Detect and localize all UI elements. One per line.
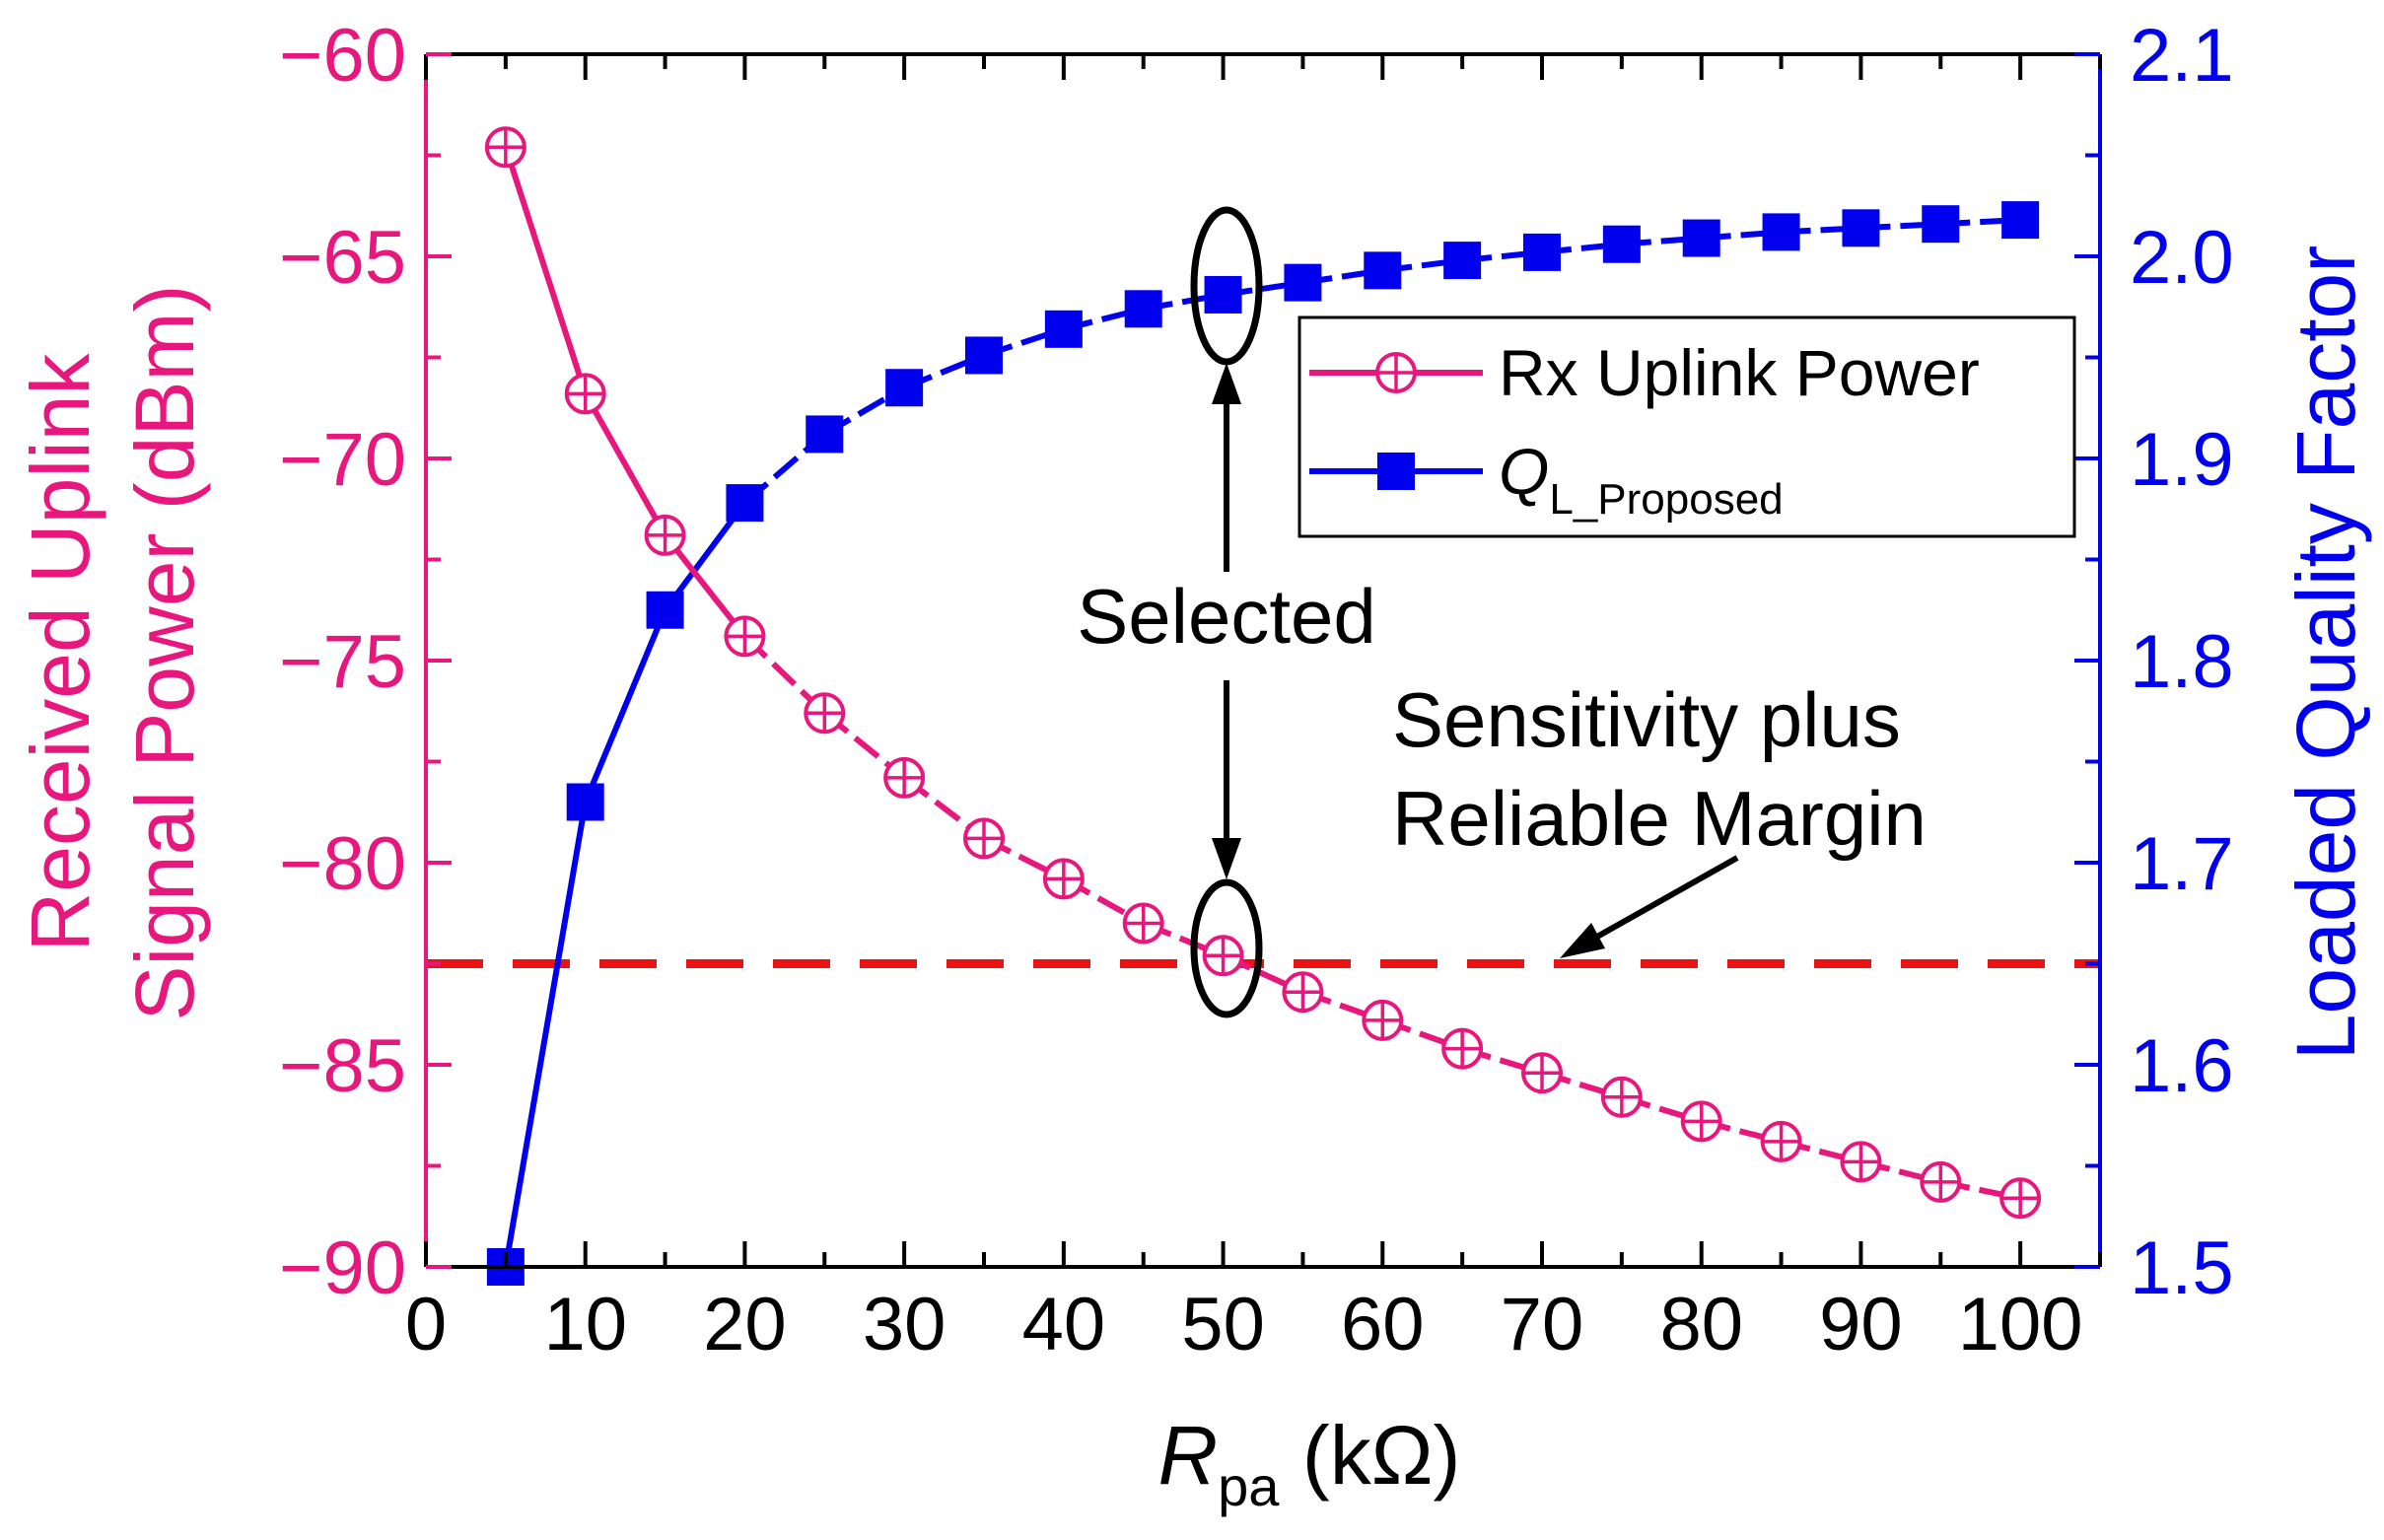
series-q-marker xyxy=(1922,205,1960,244)
x-tick-label: 40 xyxy=(1022,1283,1106,1366)
series-q-marker xyxy=(2001,201,2040,240)
series-rx-marker xyxy=(644,514,686,556)
y-left-tick-label: −65 xyxy=(279,216,406,300)
x-axis-label-main: R xyxy=(1157,1409,1218,1502)
series-q-marker xyxy=(885,369,924,407)
series-rx-marker xyxy=(564,373,606,415)
series-1-segment xyxy=(582,608,668,804)
series-q-marker xyxy=(1044,310,1083,348)
annotations: Selected Sensitivity plus Reliable Margi… xyxy=(1077,206,1927,1018)
series-rx-marker xyxy=(883,756,926,799)
legend-item-q-proposed: QL_Proposed xyxy=(1309,435,1784,524)
series-rx-marker xyxy=(1680,1100,1722,1143)
series-q-marker xyxy=(1682,219,1720,257)
series-0-segment xyxy=(503,146,589,395)
legend-q-label-sub: L_Proposed xyxy=(1549,475,1783,524)
y-left-tick-label: −85 xyxy=(279,1024,406,1108)
legend-q-label: QL_Proposed xyxy=(1499,435,1784,524)
series-rx-marker xyxy=(1521,1052,1563,1094)
series-q-marker xyxy=(1443,242,1482,280)
series-q-marker xyxy=(1602,225,1641,263)
y-axis-right-label: Loaded Quality Factor xyxy=(2279,245,2372,1060)
x-tick-label: 60 xyxy=(1341,1283,1425,1366)
axes-frame-layer: 0 10 20 30 40 50 60 70 80 90 100 −60 −65 −70 −75 −80 −85… xyxy=(279,14,2234,1366)
x-tick-label: 90 xyxy=(1819,1283,1903,1366)
series-q-marker xyxy=(1842,209,1880,247)
y-right-tick-label: 1.6 xyxy=(2130,1024,2234,1108)
x-tick-label: 10 xyxy=(543,1283,627,1366)
series-q-marker xyxy=(965,336,1003,375)
series-q-marker xyxy=(1523,233,1561,271)
legend-q-marker-icon xyxy=(1377,453,1415,490)
y-left-tick-label: −80 xyxy=(279,822,406,906)
series-rx-marker xyxy=(1840,1141,1882,1183)
series-rx-marker xyxy=(724,615,766,658)
legend: Rx Uplink Power QL_Proposed xyxy=(1297,315,2076,538)
series-rx-marker xyxy=(1920,1160,1962,1203)
x-tick-label: 70 xyxy=(1501,1283,1584,1366)
series-0-segment xyxy=(663,533,747,639)
y-right-tick-label: 1.8 xyxy=(2130,620,2234,704)
x-tick-label: 50 xyxy=(1181,1283,1265,1366)
x-axis-label: Rpa (kΩ) xyxy=(1157,1409,1460,1517)
y-right-tick-label: 1.9 xyxy=(2130,418,2234,502)
series-q-marker xyxy=(726,484,764,523)
x-tick-label: 30 xyxy=(863,1283,947,1366)
series-q-marker xyxy=(1204,275,1242,314)
series-0-segment xyxy=(583,391,668,537)
series-q-marker xyxy=(1284,263,1322,302)
series-rx-marker xyxy=(1042,858,1085,900)
series-rx-marker xyxy=(1999,1177,2042,1220)
series-layer xyxy=(484,126,2042,1286)
series-rx-marker xyxy=(1441,1027,1484,1070)
legend-rx-label: Rx Uplink Power xyxy=(1499,336,1980,409)
series-rx-marker xyxy=(1600,1076,1643,1118)
y-left-tick-label: −60 xyxy=(279,14,406,98)
selected-arrow-down xyxy=(1212,680,1241,879)
series-rx-marker xyxy=(1202,935,1244,977)
sensitivity-label-line1: Sensitivity plus xyxy=(1392,676,1901,763)
y-right-tick-label: 1.7 xyxy=(2130,822,2234,906)
x-tick-label: 100 xyxy=(1958,1283,2083,1366)
y-axis-left-label-line1: Received Uplink xyxy=(14,353,106,952)
series-q-marker xyxy=(1124,290,1162,328)
y-left-tick-label: −90 xyxy=(279,1226,406,1310)
legend-box xyxy=(1297,315,2076,538)
x-tick-label: 0 xyxy=(405,1283,447,1366)
selected-arrow-up xyxy=(1212,363,1241,572)
series-q-marker xyxy=(646,591,684,629)
sensitivity-label-line2: Reliable Margin xyxy=(1392,775,1927,862)
y-left-tick-label: −70 xyxy=(279,418,406,502)
series-rx-marker xyxy=(1282,971,1324,1014)
series-rx-marker xyxy=(484,126,526,169)
x-axis-label-unit: (kΩ) xyxy=(1279,1409,1460,1502)
series-q-marker xyxy=(806,415,844,454)
y-right-tick-label: 1.5 xyxy=(2130,1226,2234,1310)
x-tick-label: 20 xyxy=(703,1283,787,1366)
y-axis-left-label-line2: Signal Power (dBm) xyxy=(118,285,211,1021)
series-rx-marker xyxy=(1760,1120,1802,1162)
legend-q-label-main: Q xyxy=(1499,435,1549,508)
selected-label: Selected xyxy=(1077,573,1376,660)
series-q-marker xyxy=(566,783,604,821)
selected-ellipse-bottom xyxy=(1190,878,1263,1018)
x-tick-label: 80 xyxy=(1659,1283,1743,1366)
x-axis-label-sub: pa xyxy=(1218,1455,1280,1517)
series-rx-marker xyxy=(1362,999,1404,1041)
selected-ellipse-top xyxy=(1190,206,1263,366)
series-q-marker xyxy=(1364,251,1402,290)
legend-rx-marker-icon xyxy=(1375,352,1417,393)
sensitivity-arrow xyxy=(1560,855,1739,958)
y-axis-left-label: Received Uplink Signal Power (dBm) xyxy=(14,285,211,1021)
series-rx-marker xyxy=(963,817,1005,860)
series-rx-marker xyxy=(1122,902,1164,945)
series-rx-marker xyxy=(804,692,846,735)
series-q-marker xyxy=(1762,213,1800,251)
series-1-segment xyxy=(502,801,589,1268)
y-right-tick-label: 2.1 xyxy=(2130,14,2234,98)
legend-item-rx-uplink-power: Rx Uplink Power xyxy=(1309,336,1980,409)
y-right-tick-label: 2.0 xyxy=(2130,216,2234,300)
y-left-tick-label: −75 xyxy=(279,620,406,704)
